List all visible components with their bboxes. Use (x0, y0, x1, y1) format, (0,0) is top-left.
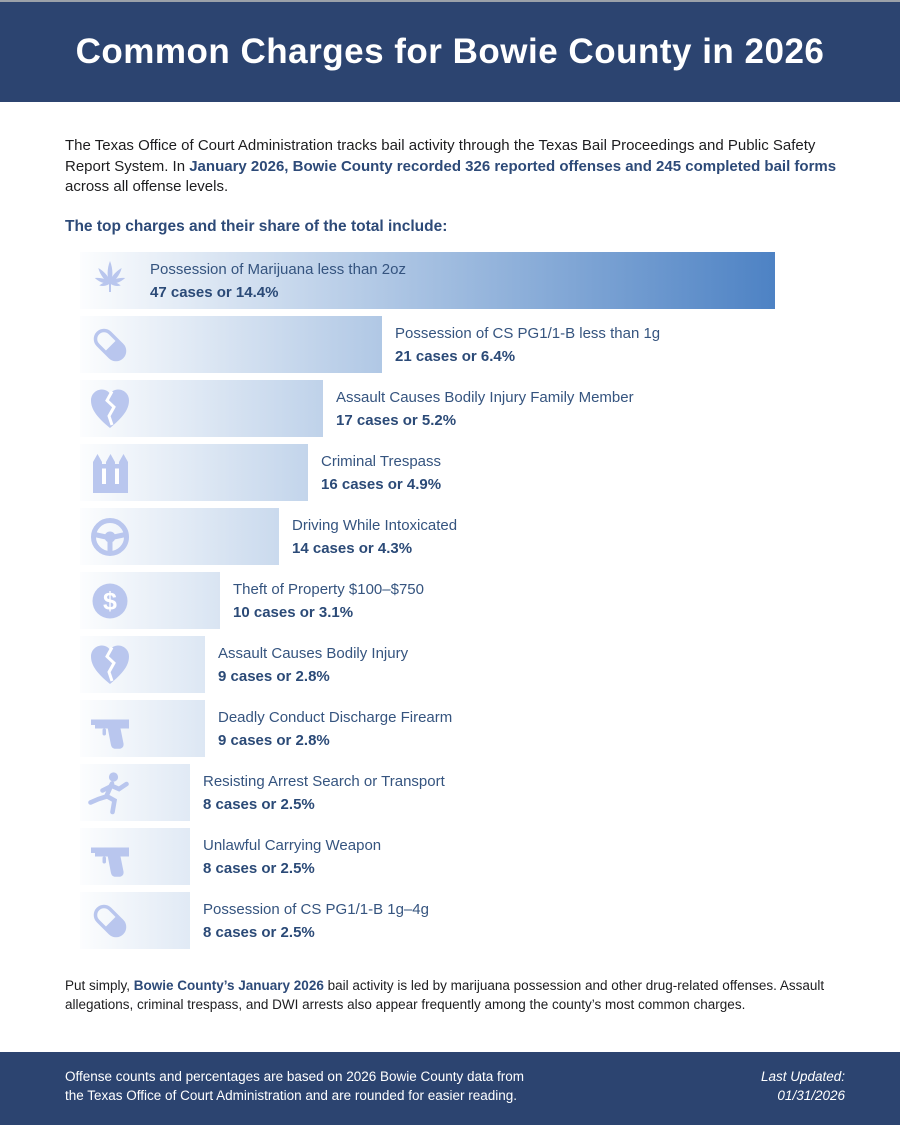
chart-row: Assault Causes Bodily Injury 9 cases or 2… (80, 636, 880, 693)
chart-row: Possession of CS PG1/1-B 1g–4g 8 cases or… (80, 892, 880, 949)
charge-label: Driving While Intoxicated (292, 516, 458, 534)
charge-stat: 10 cases or 3.1% (233, 603, 354, 621)
charge-stat: 16 cases or 4.9% (321, 475, 442, 493)
charge-stat: 9 cases or 2.8% (218, 667, 330, 685)
charge-bar (80, 700, 205, 757)
charge-label: Unlawful Carrying Weapon (203, 836, 382, 854)
charge-stat: 21 cases or 6.4% (395, 347, 516, 365)
intro-text-after: across all offense levels. (65, 178, 229, 195)
charge-text: Assault Causes Bodily Injury Family Memb… (336, 389, 634, 429)
charge-label: Assault Causes Bodily Injury Family Memb… (336, 388, 634, 406)
charge-text: Deadly Conduct Discharge Firearm 9 cases … (218, 709, 452, 749)
steering-wheel-icon (86, 513, 134, 561)
charge-text: Criminal Trespass 16 cases or 4.9% (321, 453, 441, 493)
footer: Offense counts and percentages are based… (0, 1052, 900, 1125)
footer-updated-date: 01/31/2026 (777, 1088, 845, 1103)
pill-icon (86, 897, 134, 945)
header-banner: Common Charges for Bowie County in 2026 (0, 2, 900, 102)
chart-row: Unlawful Carrying Weapon 8 cases or 2.5% (80, 828, 880, 885)
top-edge-line (0, 0, 900, 2)
charge-text: Driving While Intoxicated 14 cases or 4.3… (292, 517, 457, 557)
fence-icon (86, 449, 134, 497)
charge-text: Possession of Marijuana less than 2oz 47 … (150, 261, 406, 301)
conclusion-highlight: Bowie County’s January 2026 (133, 978, 324, 993)
charge-bar (80, 828, 190, 885)
chart-row: Possession of CS PG1/1-B less than 1g 21 … (80, 316, 880, 373)
charge-text: Unlawful Carrying Weapon 8 cases or 2.5% (203, 837, 381, 877)
charge-label: Criminal Trespass (321, 452, 442, 470)
handgun-icon (86, 833, 134, 881)
charge-label: Possession of CS PG1/1-B 1g–4g (203, 900, 429, 918)
charge-label: Theft of Property $100–$750 (233, 580, 424, 598)
footer-updated-label: Last Updated: (760, 1069, 845, 1084)
pill-icon (86, 321, 134, 369)
charge-stat: 9 cases or 2.8% (218, 731, 330, 749)
charge-bar (80, 252, 775, 309)
intro-paragraph: The Texas Office of Court Administration… (65, 136, 863, 198)
charge-stat: 14 cases or 4.3% (292, 539, 413, 557)
conclusion-text-before: Put simply, (65, 978, 134, 993)
charge-stat: 8 cases or 2.5% (203, 859, 315, 877)
charge-stat: 8 cases or 2.5% (203, 795, 315, 813)
chart-row: $ Theft of Property $100–$750 10 cases or … (80, 572, 880, 629)
intro-text-before: The Texas Office of Court Administration… (65, 137, 816, 175)
intro-highlight: January 2026, Bowie County recorded 326 … (189, 157, 837, 175)
charge-bar (80, 316, 382, 373)
conclusion-paragraph: Put simply, Bowie County’s January 2026 … (65, 976, 863, 1014)
page-title: Common Charges for Bowie County in 2026 (75, 32, 825, 71)
svg-text:$: $ (103, 587, 117, 615)
conclusion-text-after: bail activity is led by marijuana posses… (65, 978, 825, 1012)
broken-heart-icon (86, 641, 134, 689)
charge-text: Theft of Property $100–$750 10 cases or 3… (233, 581, 424, 621)
charge-stat: 17 cases or 5.2% (336, 411, 457, 429)
chart: Possession of Marijuana less than 2oz 47 … (80, 252, 880, 956)
section-subtitle: The top charges and their share of the t… (65, 218, 448, 235)
charge-label: Assault Causes Bodily Injury (218, 644, 409, 662)
footer-updated: Last Updated: 01/31/2026 (761, 1067, 845, 1125)
charge-stat: 47 cases or 14.4% (150, 283, 279, 301)
charge-label: Resisting Arrest Search or Transport (203, 772, 445, 790)
charge-text: Assault Causes Bodily Injury 9 cases or 2… (218, 645, 408, 685)
charge-text: Possession of CS PG1/1-B less than 1g 21 … (395, 325, 660, 365)
footer-source-line2: the Texas Office of Court Administration… (65, 1088, 518, 1103)
charge-label: Possession of CS PG1/1-B less than 1g (395, 324, 661, 342)
chart-row: Possession of Marijuana less than 2oz 47 … (80, 252, 880, 309)
charge-label: Possession of Marijuana less than 2oz (150, 260, 406, 278)
running-person-icon (86, 769, 134, 817)
charge-stat: 8 cases or 2.5% (203, 923, 315, 941)
dollar-circle-icon: $ (86, 577, 134, 625)
chart-row: Assault Causes Bodily Injury Family Memb… (80, 380, 880, 437)
charge-label: Deadly Conduct Discharge Firearm (218, 708, 453, 726)
chart-row: Deadly Conduct Discharge Firearm 9 cases … (80, 700, 880, 757)
footer-source-line1: Offense counts and percentages are based… (65, 1069, 525, 1084)
chart-row: Criminal Trespass 16 cases or 4.9% (80, 444, 880, 501)
charge-text: Resisting Arrest Search or Transport 8 ca… (203, 773, 445, 813)
handgun-icon (86, 705, 134, 753)
charge-bar (80, 764, 190, 821)
charge-text: Possession of CS PG1/1-B 1g–4g 8 cases or… (203, 901, 429, 941)
footer-source-text: Offense counts and percentages are based… (65, 1067, 524, 1125)
chart-row: Driving While Intoxicated 14 cases or 4.3… (80, 508, 880, 565)
broken-heart-icon (86, 385, 134, 433)
marijuana-leaf-icon (86, 257, 134, 305)
chart-row: Resisting Arrest Search or Transport 8 ca… (80, 764, 880, 821)
